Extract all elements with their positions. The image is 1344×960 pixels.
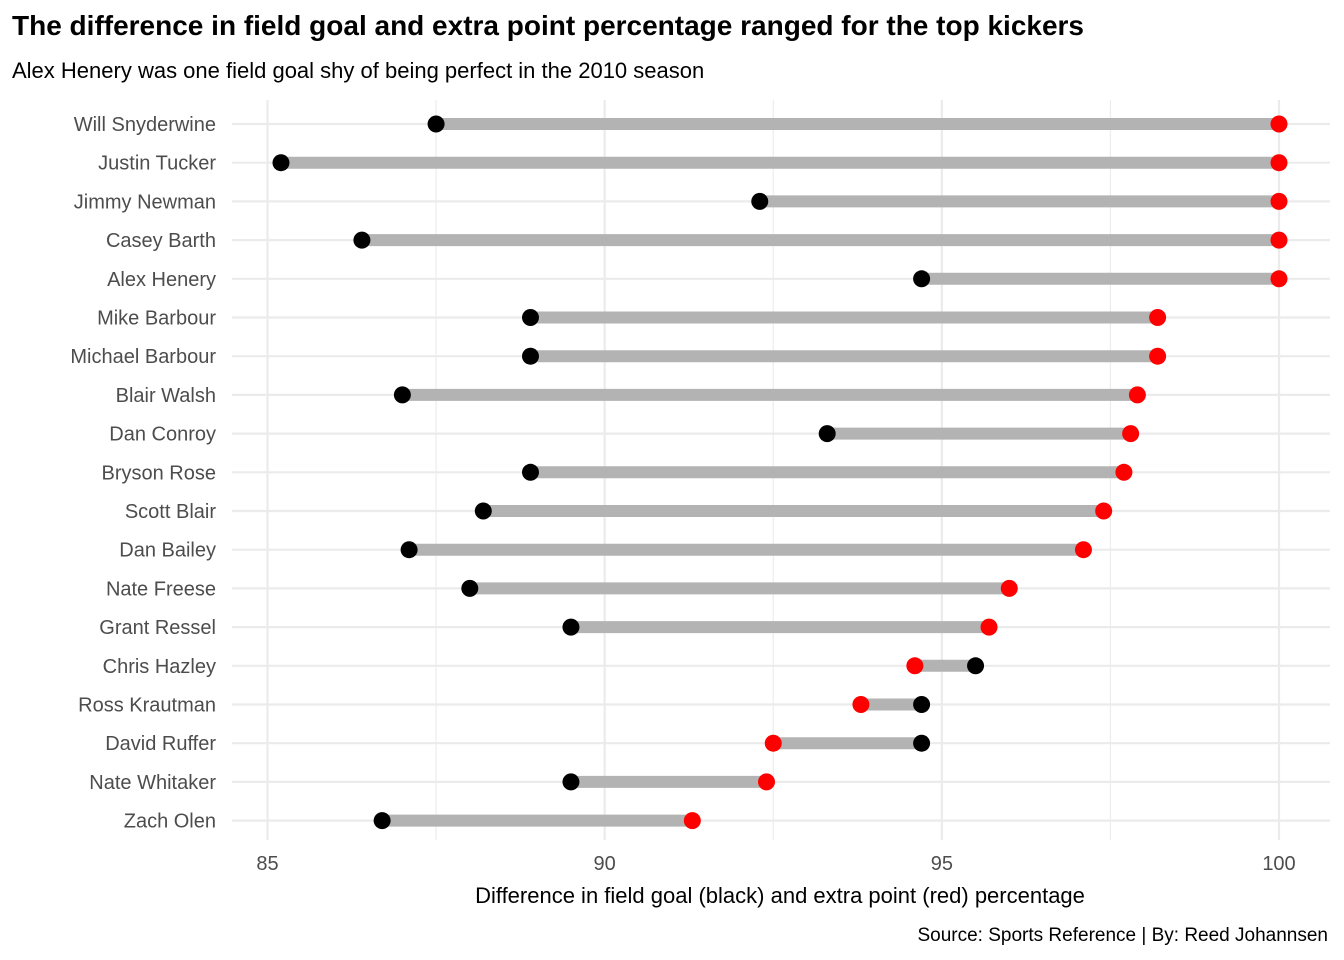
field-goal-marker: [272, 154, 290, 172]
extra-point-marker: [906, 657, 924, 675]
extra-point-marker: [1270, 192, 1288, 210]
field-goal-marker: [913, 696, 931, 713]
chart-subtitle: Alex Henery was one field goal shy of be…: [12, 58, 705, 83]
y-axis-label: Will Snyderwine: [74, 114, 216, 136]
field-goal-marker: [818, 425, 836, 443]
field-goal-marker: [967, 657, 985, 675]
field-goal-marker: [562, 618, 580, 636]
extra-point-marker: [1270, 231, 1288, 249]
y-axis-label: David Ruffer: [105, 733, 216, 755]
extra-point-marker: [1000, 579, 1018, 597]
y-axis-label: Zach Olen: [124, 811, 216, 833]
y-axis-label: Casey Barth: [106, 230, 216, 252]
y-axis-label: Michael Barbour: [70, 346, 216, 368]
x-axis-ticks: 85 90 95 100: [256, 853, 1295, 875]
y-axis-label: Mike Barbour: [97, 308, 216, 330]
x-axis-title: Difference in field goal (black) and ext…: [475, 883, 1085, 908]
extra-point-marker: [764, 734, 782, 752]
extra-point-marker: [1149, 309, 1167, 326]
x-tick-label: 90: [594, 853, 616, 875]
y-axis-labels: Will Snyderwine Justin Tucker Jimmy Newman…: [70, 114, 216, 833]
field-goal-marker: [427, 115, 445, 133]
field-goal-marker: [751, 192, 769, 210]
field-goal-marker: [521, 463, 539, 481]
x-tick-label: 85: [256, 853, 278, 875]
y-axis-label: Dan Conroy: [109, 424, 216, 446]
extra-point-marker: [1095, 502, 1113, 520]
x-tick-label: 100: [1262, 853, 1295, 875]
field-goal-marker: [353, 231, 371, 249]
y-axis-label: Bryson Rose: [102, 462, 217, 484]
field-goal-marker: [913, 270, 931, 288]
field-goal-marker: [521, 309, 539, 326]
field-goal-marker: [461, 579, 479, 597]
y-axis-label: Nate Whitaker: [89, 772, 216, 794]
y-axis-label: Alex Henery: [107, 269, 216, 291]
points: [272, 115, 1288, 830]
y-axis-label: Jimmy Newman: [74, 191, 216, 213]
extra-point-marker: [852, 696, 870, 713]
field-goal-marker: [521, 347, 539, 365]
field-goal-marker: [400, 541, 418, 559]
field-goal-marker: [393, 386, 411, 404]
y-axis-label: Blair Walsh: [116, 385, 216, 407]
chart-title: The difference in field goal and extra p…: [12, 10, 1084, 41]
extra-point-marker: [1115, 463, 1133, 481]
field-goal-marker: [474, 502, 492, 520]
field-goal-marker: [913, 734, 931, 752]
field-goal-marker: [562, 773, 580, 791]
extra-point-marker: [1270, 270, 1288, 288]
chart-caption: Source: Sports Reference | By: Reed Joha…: [917, 925, 1328, 946]
y-axis-label: Nate Freese: [106, 578, 216, 600]
y-axis-label: Justin Tucker: [98, 153, 216, 175]
extra-point-marker: [758, 773, 776, 791]
x-tick-label: 95: [931, 853, 953, 875]
y-axis-label: Ross Krautman: [78, 695, 216, 717]
y-axis-label: Scott Blair: [125, 501, 216, 523]
y-axis-label: Dan Bailey: [119, 540, 216, 562]
y-axis-label: Grant Ressel: [99, 617, 216, 639]
field-goal-marker: [373, 812, 391, 830]
extra-point-marker: [1074, 541, 1092, 559]
extra-point-marker: [1149, 347, 1167, 365]
extra-point-marker: [1128, 386, 1146, 404]
extra-point-marker: [683, 812, 701, 830]
segments: [280, 118, 1279, 827]
extra-point-marker: [1270, 115, 1288, 133]
extra-point-marker: [1122, 425, 1140, 443]
y-axis-label: Chris Hazley: [103, 656, 216, 678]
extra-point-marker: [1270, 154, 1288, 172]
extra-point-marker: [980, 618, 998, 636]
